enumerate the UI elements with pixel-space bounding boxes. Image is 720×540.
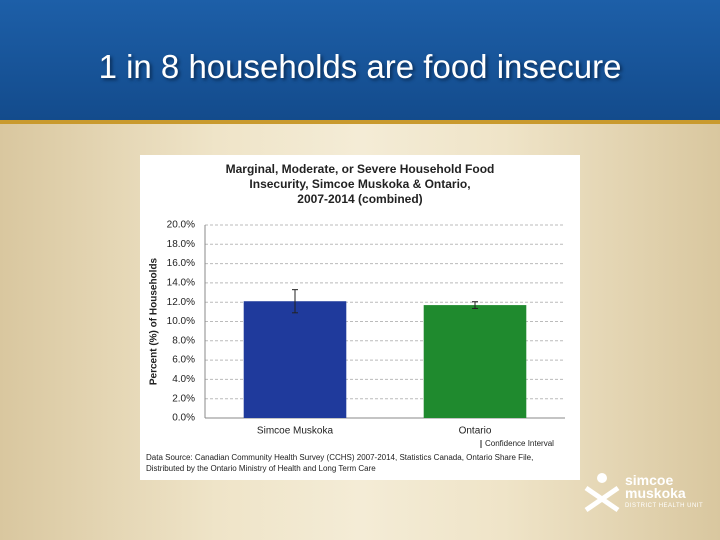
bar	[423, 305, 527, 418]
logo-line: DISTRICT HEALTH UNIT	[625, 503, 704, 509]
slide-title: 1 in 8 households are food insecure	[98, 48, 622, 85]
y-tick-label: 2.0%	[172, 393, 195, 404]
y-tick-label: 20.0%	[167, 220, 195, 231]
y-tick-label: 14.0%	[167, 278, 195, 289]
source-note: Distributed by the Ontario Ministry of H…	[146, 464, 376, 473]
logo-line: simcoe	[625, 472, 674, 488]
y-tick-label: 4.0%	[172, 374, 195, 385]
y-tick-label: 18.0%	[167, 239, 195, 250]
logo-icon	[584, 473, 620, 513]
source-note: Data Source: Canadian Community Health S…	[146, 453, 533, 462]
legend-label: Confidence Interval	[485, 439, 554, 448]
chart-title: Insecurity, Simcoe Muskoka & Ontario,	[249, 177, 470, 191]
y-tick-label: 6.0%	[172, 355, 195, 366]
error-bar	[472, 301, 478, 309]
y-tick-label: 16.0%	[167, 258, 195, 269]
y-tick-label: 8.0%	[172, 335, 195, 346]
header	[0, 0, 720, 124]
y-tick-label: 0.0%	[172, 413, 195, 424]
logo-line: muskoka	[625, 485, 686, 501]
chart-title: 2007-2014 (combined)	[297, 192, 422, 206]
x-tick-label: Ontario	[459, 426, 492, 437]
x-tick-label: Simcoe Muskoka	[257, 426, 334, 437]
chart: Marginal, Moderate, or Severe Household …	[140, 155, 580, 480]
y-axis-label: Percent (%) of Households	[149, 257, 160, 385]
y-tick-label: 12.0%	[167, 297, 195, 308]
error-bar	[292, 289, 298, 314]
logo: simcoe muskoka DISTRICT HEALTH UNIT	[625, 472, 704, 513]
bar	[243, 301, 347, 418]
y-tick-label: 10.0%	[167, 316, 195, 327]
chart-title: Marginal, Moderate, or Severe Household …	[226, 162, 495, 176]
